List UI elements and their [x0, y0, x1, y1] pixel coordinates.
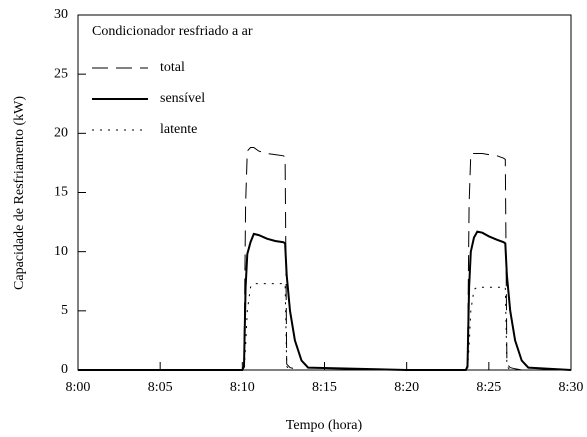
series-line — [78, 283, 571, 371]
y-tick-label: 10 — [54, 244, 68, 259]
y-axis-label: Capacidade de Resfriamento (kW) — [12, 96, 27, 290]
y-tick-label: 30 — [54, 7, 68, 22]
x-tick-label: 8:30 — [559, 380, 584, 395]
plot-frame — [77, 14, 572, 371]
y-tick-label: 15 — [54, 185, 68, 200]
y-tick-label: 20 — [54, 126, 68, 141]
y-tick-label: 25 — [54, 66, 68, 81]
legend-label: total — [160, 60, 185, 75]
legend-label: latente — [160, 122, 197, 137]
legend-label: sensível — [160, 91, 205, 106]
x-tick-label: 8:20 — [394, 380, 419, 395]
y-tick-label: 0 — [61, 362, 68, 377]
x-tick-label: 8:15 — [312, 380, 337, 395]
x-tick-label: 8:25 — [476, 380, 501, 395]
x-tick-label: 8:00 — [66, 380, 91, 395]
x-axis-label: Tempo (hora) — [286, 418, 363, 433]
series-line — [78, 147, 571, 371]
x-tick-label: 8:05 — [148, 380, 173, 395]
y-tick-label: 5 — [61, 303, 68, 318]
series-line — [78, 230, 572, 371]
x-tick-label: 8:10 — [230, 380, 255, 395]
legend-title: Condicionador resfriado a ar — [92, 24, 253, 39]
